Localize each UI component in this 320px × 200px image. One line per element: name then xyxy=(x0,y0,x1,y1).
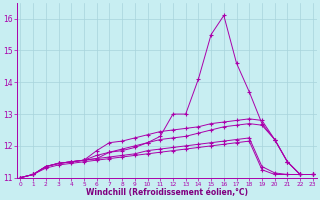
X-axis label: Windchill (Refroidissement éolien,°C): Windchill (Refroidissement éolien,°C) xyxy=(85,188,248,197)
